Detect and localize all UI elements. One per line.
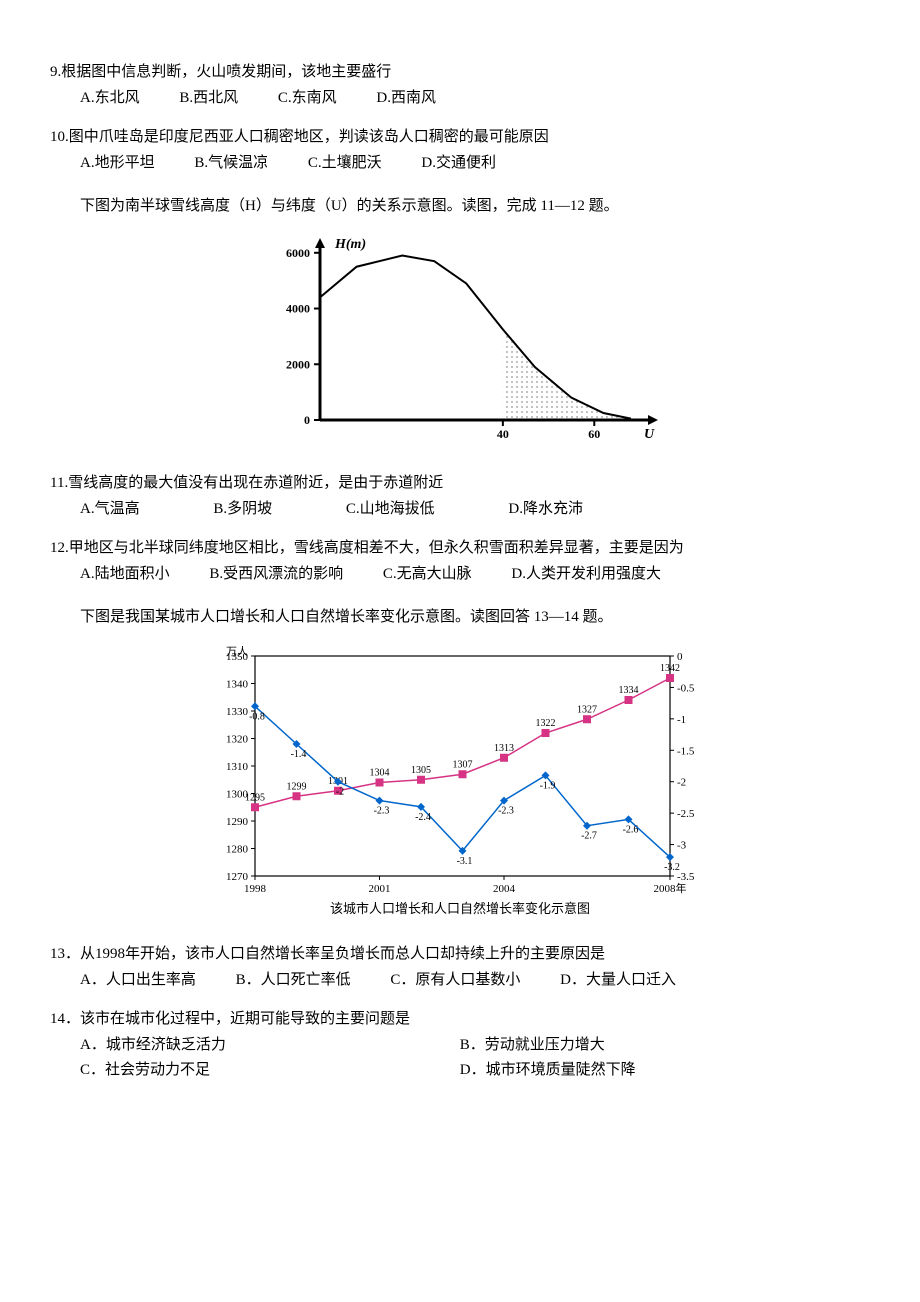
svg-text:-2.6: -2.6 xyxy=(623,824,639,835)
q13-opt-d: D．大量人口迁入 xyxy=(560,968,676,994)
q11-opt-c: C.山地海拔低 xyxy=(346,497,435,523)
q10-opt-a: A.地形平坦 xyxy=(80,151,155,177)
svg-text:万人: 万人 xyxy=(226,645,248,658)
question-9: 9.根据图中信息判断，火山喷发期间，该地主要盛行 A.东北风 B.西北风 C.东… xyxy=(50,60,870,111)
svg-text:-3.1: -3.1 xyxy=(457,855,473,866)
question-12: 12.甲地区与北半球同纬度地区相比，雪线高度相差不大，但永久积雪面积差异显著，主… xyxy=(50,536,870,587)
q11-opt-b: B.多阴坡 xyxy=(213,497,272,523)
svg-text:1304: 1304 xyxy=(370,767,390,778)
q14-stem: 14．该市在城市化过程中，近期可能导致的主要问题是 xyxy=(50,1007,870,1033)
q11-opt-d: D.降水充沛 xyxy=(508,497,583,523)
svg-text:-0.8: -0.8 xyxy=(249,711,265,722)
q10-opt-d: D.交通便利 xyxy=(421,151,496,177)
question-10: 10.图中爪哇岛是印度尼西亚人口稠密地区，判读该岛人口稠密的最可能原因 A.地形… xyxy=(50,125,870,176)
q11-stem: 11.雪线高度的最大值没有出现在赤道附近，是由于赤道附近 xyxy=(50,471,870,497)
population-chart: 127012801290130013101320133013401350-3.5… xyxy=(50,641,870,931)
svg-text:H(m): H(m) xyxy=(334,237,366,252)
q12-opt-b: B.受西风漂流的影响 xyxy=(209,562,343,588)
snowline-chart: 0 2000 4000 6000 40 60 H(m) U xyxy=(50,230,870,460)
svg-text:2004: 2004 xyxy=(493,883,516,895)
svg-text:1280: 1280 xyxy=(226,843,249,855)
svg-text:1998: 1998 xyxy=(244,883,267,895)
svg-text:2000: 2000 xyxy=(286,357,310,371)
svg-text:1299: 1299 xyxy=(287,781,307,792)
svg-text:2001: 2001 xyxy=(369,883,391,895)
svg-text:4000: 4000 xyxy=(286,301,310,315)
svg-text:-2.4: -2.4 xyxy=(415,811,431,822)
q13-opt-c: C．原有人口基数小 xyxy=(390,968,520,994)
q12-options: A.陆地面积小 B.受西风漂流的影响 C.无高大山脉 D.人类开发利用强度大 xyxy=(80,562,870,588)
q9-options: A.东北风 B.西北风 C.东南风 D.西南风 xyxy=(80,86,870,112)
svg-text:-0.5: -0.5 xyxy=(677,682,695,694)
q13-options: A．人口出生率高 B．人口死亡率低 C．原有人口基数小 D．大量人口迁入 xyxy=(80,968,870,994)
q12-opt-a: A.陆地面积小 xyxy=(80,562,170,588)
svg-text:1334: 1334 xyxy=(619,685,639,696)
q9-opt-b: B.西北风 xyxy=(179,86,238,112)
q11-opt-a: A.气温高 xyxy=(80,497,140,523)
svg-text:1290: 1290 xyxy=(226,816,249,828)
svg-text:1313: 1313 xyxy=(494,742,514,753)
svg-text:-3.2: -3.2 xyxy=(664,862,680,873)
q14-opt-b: B．劳动就业压力增大 xyxy=(460,1033,800,1059)
svg-text:1340: 1340 xyxy=(226,678,249,690)
q9-opt-d: D.西南风 xyxy=(376,86,436,112)
svg-text:-1.5: -1.5 xyxy=(677,745,695,757)
q10-stem: 10.图中爪哇岛是印度尼西亚人口稠密地区，判读该岛人口稠密的最可能原因 xyxy=(50,125,870,151)
svg-text:60: 60 xyxy=(588,427,600,441)
question-13: 13．从1998年开始，该市人口自然增长率呈负增长而总人口却持续上升的主要原因是… xyxy=(50,942,870,993)
svg-text:1322: 1322 xyxy=(536,718,556,729)
svg-text:-2.3: -2.3 xyxy=(498,805,514,816)
svg-text:-1.4: -1.4 xyxy=(291,749,307,760)
q12-opt-c: C.无高大山脉 xyxy=(383,562,472,588)
svg-text:6000: 6000 xyxy=(286,245,310,259)
q9-opt-a: A.东北风 xyxy=(80,86,140,112)
svg-text:该城市人口增长和人口自然增长率变化示意图: 该城市人口增长和人口自然增长率变化示意图 xyxy=(330,901,590,916)
q9-opt-c: C.东南风 xyxy=(278,86,337,112)
q12-opt-d: D.人类开发利用强度大 xyxy=(511,562,661,588)
q12-stem: 12.甲地区与北半球同纬度地区相比，雪线高度相差不大，但永久积雪面积差异显著，主… xyxy=(50,536,870,562)
q10-opt-b: B.气候温凉 xyxy=(194,151,268,177)
q9-stem: 9.根据图中信息判断，火山喷发期间，该地主要盛行 xyxy=(50,60,870,86)
svg-text:1327: 1327 xyxy=(577,704,597,715)
svg-text:-2: -2 xyxy=(336,786,344,797)
svg-text:U: U xyxy=(644,427,655,442)
svg-text:-2.3: -2.3 xyxy=(374,805,390,816)
intro-13-14: 下图是我国某城市人口增长和人口自然增长率变化示意图。读图回答 13—14 题。 xyxy=(50,605,870,631)
q13-opt-a: A．人口出生率高 xyxy=(80,968,196,994)
question-14: 14．该市在城市化过程中，近期可能导致的主要问题是 A．城市经济缺乏活力 B．劳… xyxy=(50,1007,870,1084)
svg-text:-2: -2 xyxy=(677,776,686,788)
svg-text:1310: 1310 xyxy=(226,761,249,773)
svg-text:1295: 1295 xyxy=(245,792,265,803)
q14-opt-a: A．城市经济缺乏活力 xyxy=(80,1033,420,1059)
svg-text:1307: 1307 xyxy=(453,759,473,770)
q10-opt-c: C.土壤肥沃 xyxy=(308,151,382,177)
q14-options: A．城市经济缺乏活力 B．劳动就业压力增大 C．社会劳动力不足 D．城市环境质量… xyxy=(80,1033,870,1084)
svg-text:0: 0 xyxy=(304,413,310,427)
svg-text:1320: 1320 xyxy=(226,733,249,745)
q14-opt-c: C．社会劳动力不足 xyxy=(80,1058,420,1084)
svg-text:-2.7: -2.7 xyxy=(581,830,597,841)
q13-stem: 13．从1998年开始，该市人口自然增长率呈负增长而总人口却持续上升的主要原因是 xyxy=(50,942,870,968)
q14-opt-d: D．城市环境质量陡然下降 xyxy=(460,1058,800,1084)
q13-opt-b: B．人口死亡率低 xyxy=(236,968,351,994)
q10-options: A.地形平坦 B.气候温凉 C.土壤肥沃 D.交通便利 xyxy=(80,151,870,177)
svg-text:-2.5: -2.5 xyxy=(677,808,695,820)
svg-text:1270: 1270 xyxy=(226,871,249,883)
svg-text:2008年: 2008年 xyxy=(654,881,687,895)
snowline-svg: 0 2000 4000 6000 40 60 H(m) U xyxy=(250,230,670,450)
population-svg: 127012801290130013101320133013401350-3.5… xyxy=(200,641,720,921)
q11-options: A.气温高 B.多阴坡 C.山地海拔低 D.降水充沛 xyxy=(80,497,870,523)
svg-text:-1.9: -1.9 xyxy=(540,780,556,791)
svg-text:0: 0 xyxy=(677,651,683,663)
question-11: 11.雪线高度的最大值没有出现在赤道附近，是由于赤道附近 A.气温高 B.多阴坡… xyxy=(50,471,870,522)
intro-11-12: 下图为南半球雪线高度（H）与纬度（U）的关系示意图。读图，完成 11—12 题。 xyxy=(50,194,870,220)
svg-text:1330: 1330 xyxy=(226,706,249,718)
svg-text:-3: -3 xyxy=(677,839,687,851)
svg-text:1342: 1342 xyxy=(660,663,680,674)
svg-text:1305: 1305 xyxy=(411,764,431,775)
svg-text:40: 40 xyxy=(497,427,509,441)
svg-text:-1: -1 xyxy=(677,713,686,725)
